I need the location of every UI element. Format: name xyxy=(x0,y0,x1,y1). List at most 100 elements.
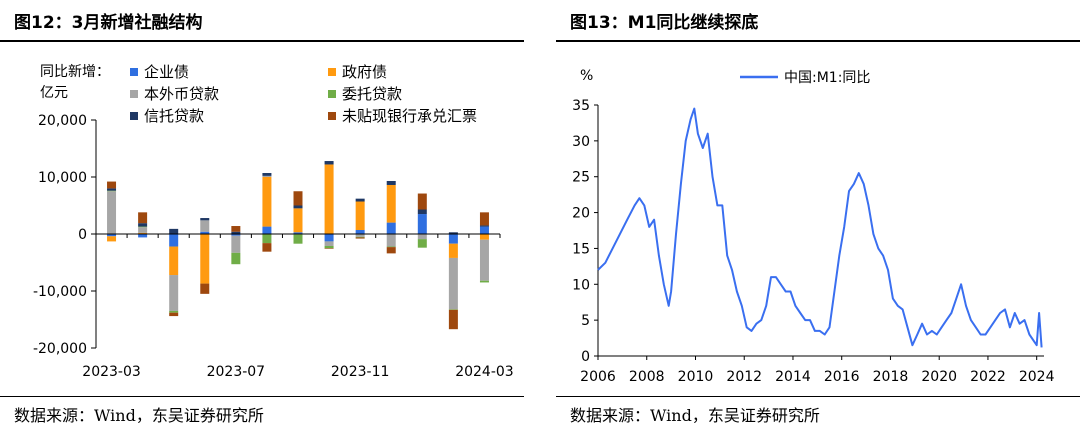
left-panel: 图12：3月新增社融结构 同比新增： 亿元 企业债 政府债 本外币贷款 委托贷款 信托贷款 未… xyxy=(0,0,524,437)
legend-label: 未贴现银行承兑汇票 xyxy=(342,107,477,125)
bar-segment xyxy=(386,234,396,247)
bar-segment xyxy=(448,257,458,310)
bar-segment xyxy=(417,234,427,240)
bar-segment xyxy=(448,234,458,244)
x-tick-label: 2018 xyxy=(873,369,909,385)
bar-segment xyxy=(355,236,365,238)
y-unit-label: 同比新增： xyxy=(40,64,110,80)
bar-segment xyxy=(138,232,148,234)
x-tick-label: 2023-07 xyxy=(207,364,266,380)
bar-segment xyxy=(262,173,272,176)
x-tick-label: 2016 xyxy=(824,369,860,385)
bar-segment xyxy=(107,181,117,189)
y-tick-label: 35 xyxy=(572,98,590,114)
y-tick-label: -10,000 xyxy=(33,284,87,300)
bar-segment xyxy=(293,208,303,233)
m1-series-line xyxy=(597,107,1043,348)
legend-label: 企业债 xyxy=(144,63,189,81)
x-tick-label: 2006 xyxy=(580,369,616,385)
left-figure-title: 图12：3月新增社融结构 xyxy=(14,13,203,33)
right-top-rule xyxy=(556,40,1080,42)
bar-segment xyxy=(200,220,210,232)
right-source-note: 数据来源：Wind，东吴证券研究所 xyxy=(570,406,820,425)
y-tick-label: -20,000 xyxy=(33,341,87,357)
x-tick-label: 2020 xyxy=(921,369,957,385)
bar-segment xyxy=(262,243,272,252)
bar-segment xyxy=(355,198,365,202)
bar-segment xyxy=(355,237,365,239)
bar-segment xyxy=(231,234,241,236)
y-tick-label: 0 xyxy=(78,227,87,243)
legend-swatch xyxy=(130,68,138,76)
x-tick-label: 2012 xyxy=(726,369,762,385)
bar-segment xyxy=(138,227,148,233)
y-tick-label: 10 xyxy=(572,277,590,293)
bar-segment xyxy=(231,252,241,265)
legend-swatch xyxy=(328,90,336,98)
bar-segment xyxy=(169,310,179,313)
y-unit-label: % xyxy=(580,68,593,84)
bar-segment xyxy=(479,234,489,240)
bar-segment xyxy=(107,234,117,237)
legend-swatch xyxy=(328,68,336,76)
bar-segment xyxy=(200,234,210,284)
bar-segment xyxy=(386,247,396,254)
bar-segment xyxy=(479,225,489,227)
bar-segment xyxy=(293,205,303,209)
bar-segment xyxy=(293,232,303,234)
bar-segment xyxy=(355,234,365,237)
legend-label: 信托贷款 xyxy=(144,107,204,125)
bar-segment xyxy=(138,226,148,228)
x-tick-label: 2023-03 xyxy=(82,364,141,380)
right-panel: 图13：M1同比继续探底 % 中国:M1:同比 0 5 10 15 20 25 30 35 2006… xyxy=(556,0,1080,437)
bar-segment xyxy=(262,177,272,227)
y-unit-label-line2: 亿元 xyxy=(40,85,68,101)
x-tick-label: 2010 xyxy=(678,369,714,385)
bar-segment xyxy=(417,209,427,215)
bar-segment xyxy=(138,212,148,224)
bar-segment xyxy=(169,234,179,247)
bar-segment xyxy=(169,228,179,234)
left-bottom-rule xyxy=(0,396,524,397)
bar-segment xyxy=(324,161,334,165)
right-figure-title: 图13：M1同比继续探底 xyxy=(570,13,759,33)
bar-segment xyxy=(448,309,458,310)
legend-label: 本外币贷款 xyxy=(144,85,219,103)
legend-label: 政府债 xyxy=(342,63,387,81)
left-top-rule xyxy=(0,40,524,42)
bar-segment xyxy=(417,193,427,210)
bar-segment xyxy=(262,234,272,244)
bar-segment xyxy=(355,201,365,231)
bar-segment xyxy=(324,164,334,234)
bar-segment xyxy=(324,245,334,249)
bar-segment xyxy=(107,191,117,234)
x-tick-label: 2024 xyxy=(1019,369,1055,385)
bar-segment xyxy=(169,246,179,276)
y-tick-label: 30 xyxy=(572,134,590,150)
bar-segment xyxy=(169,312,179,317)
bar-segment xyxy=(324,234,334,242)
bar-segment xyxy=(386,246,396,248)
legend-swatch xyxy=(130,112,138,120)
x-tick-label: 2023-11 xyxy=(331,364,390,380)
y-tick-label: 25 xyxy=(572,170,590,186)
bar-segment xyxy=(386,180,396,185)
y-tick-label: 20,000 xyxy=(38,113,87,129)
bar-segment xyxy=(448,243,458,258)
bar-segment xyxy=(107,236,117,242)
bar-segment xyxy=(169,275,179,311)
bar-segment xyxy=(479,280,489,283)
y-tick-label: 15 xyxy=(572,241,590,257)
bar-segment xyxy=(355,230,365,234)
bar-segment xyxy=(448,232,458,234)
bar-segment xyxy=(479,226,489,234)
bar-segment xyxy=(138,234,148,238)
bar-segment xyxy=(448,309,458,330)
y-tick-label: 5 xyxy=(581,313,590,329)
legend-swatch xyxy=(130,90,138,98)
bar-segment xyxy=(417,239,427,248)
x-tick-label: 2014 xyxy=(775,369,811,385)
bar-segment xyxy=(107,190,117,192)
x-tick-label: 2022 xyxy=(970,369,1006,385)
bar-segment xyxy=(262,175,272,177)
